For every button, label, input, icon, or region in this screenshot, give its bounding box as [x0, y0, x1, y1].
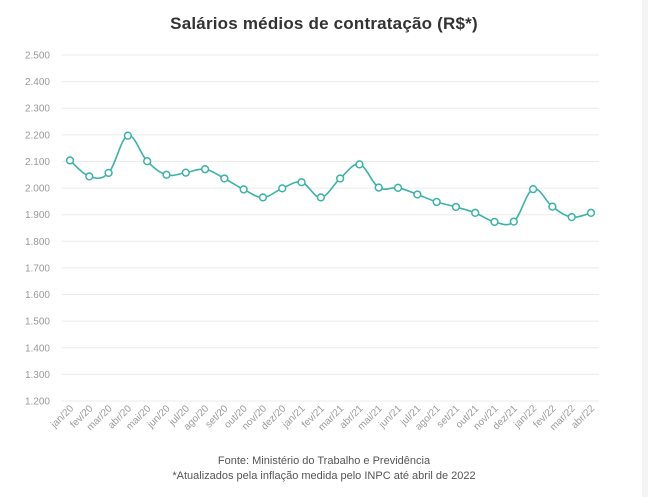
y-tick-label: 1.600: [25, 290, 50, 301]
data-point: [393, 183, 403, 192]
data-point: [143, 157, 152, 166]
y-tick-label: 2.200: [25, 130, 50, 141]
data-point: [316, 193, 326, 202]
data-point: [278, 184, 287, 193]
data-point: [567, 212, 576, 222]
series-points: [65, 131, 596, 227]
footnote: *Atualizados pela inflação medida pelo I…: [172, 470, 476, 482]
data-point: [490, 217, 499, 227]
y-tick-label: 1.900: [25, 210, 50, 221]
y-tick-label: 2.300: [25, 104, 50, 115]
y-tick-label: 1.800: [25, 237, 50, 248]
x-axis-tick-labels: jan/20fev/20mar/20abr/20mai/20jun/20jul/…: [48, 403, 597, 433]
chart-title: Salários médios de contratação (R$*): [170, 14, 478, 33]
data-point: [471, 208, 480, 217]
data-point: [509, 217, 518, 226]
data-point: [181, 168, 190, 177]
data-point: [297, 178, 306, 187]
data-point: [162, 170, 171, 179]
data-point: [374, 183, 383, 192]
data-point: [258, 193, 268, 202]
y-tick-label: 2.100: [25, 157, 50, 168]
data-point: [239, 185, 248, 194]
data-point: [123, 131, 133, 140]
data-point: [85, 172, 94, 181]
y-tick-label: 1.200: [25, 397, 50, 408]
series-path: [69, 134, 592, 226]
y-tick-label: 1.300: [25, 370, 50, 381]
y-tick-label: 2.400: [25, 77, 50, 88]
y-tick-label: 1.500: [25, 317, 50, 328]
source-note: Fonte: Ministério do Trabalho e Previdên…: [217, 455, 431, 467]
data-point: [413, 190, 422, 199]
data-point: [432, 197, 441, 207]
series-line: [69, 134, 592, 226]
data-point: [586, 208, 596, 217]
data-point: [65, 156, 75, 165]
gridlines: [62, 54, 599, 402]
data-point: [528, 184, 538, 194]
data-point: [548, 202, 557, 211]
data-point: [220, 174, 229, 183]
data-point: [200, 165, 210, 174]
page-edge: [642, 0, 648, 497]
y-axis-tick-labels: 1.200 1.300 1.400 1.500 1.600 1.700 1.800 1.900…: [25, 51, 50, 408]
y-tick-label: 2.000: [25, 184, 50, 195]
y-tick-label: 2.500: [25, 51, 50, 62]
data-point: [104, 168, 113, 178]
data-point: [335, 174, 345, 183]
data-point: [355, 160, 364, 169]
y-tick-label: 1.400: [25, 343, 50, 354]
y-tick-label: 1.700: [25, 263, 50, 274]
data-point: [451, 202, 461, 212]
